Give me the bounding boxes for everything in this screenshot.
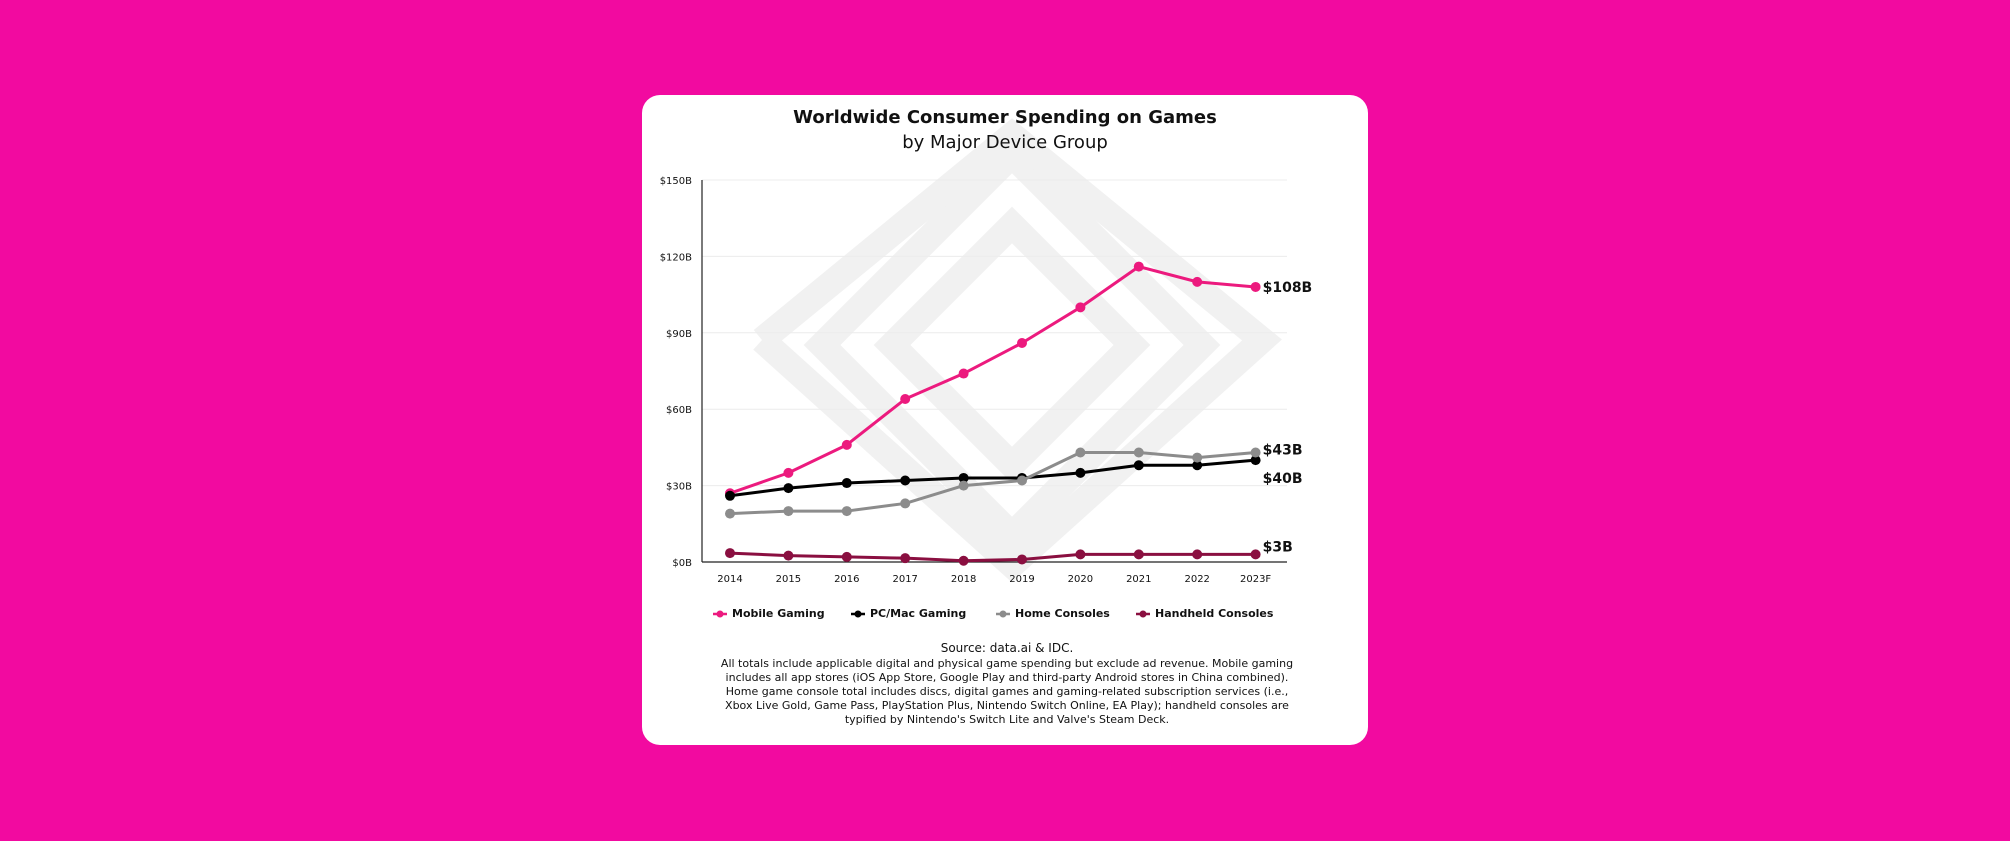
legend-label: PC/Mac Gaming xyxy=(870,607,967,620)
data-point xyxy=(958,368,969,379)
data-point xyxy=(1133,447,1144,458)
data-point xyxy=(725,508,735,519)
data-point xyxy=(958,555,969,566)
y-tick-label: $0B xyxy=(672,558,692,569)
x-tick-label: 2015 xyxy=(776,574,801,585)
data-point xyxy=(1192,452,1203,463)
y-tick-label: $120B xyxy=(660,252,692,263)
x-tick-label: 2014 xyxy=(717,574,742,585)
legend-label: Home Consoles xyxy=(1015,607,1110,620)
data-point xyxy=(1133,549,1144,560)
footnote: All totals include applicable digital an… xyxy=(720,657,1294,726)
data-point xyxy=(900,498,911,509)
data-point xyxy=(1250,455,1261,466)
data-point xyxy=(1250,281,1261,292)
data-point xyxy=(1250,549,1261,560)
series-line xyxy=(728,265,1258,495)
legend-swatch xyxy=(996,610,1010,617)
data-point xyxy=(1075,447,1086,458)
series-end-label: $43B xyxy=(1263,442,1303,458)
legend-swatch-dot xyxy=(1139,610,1147,617)
legend-swatch-dot xyxy=(999,610,1007,617)
data-point xyxy=(725,548,735,559)
data-point xyxy=(1017,337,1027,348)
y-tick-label: $150B xyxy=(660,176,692,187)
series-line xyxy=(728,458,1258,498)
data-point xyxy=(1075,467,1086,478)
series-line xyxy=(728,450,1258,516)
y-tick-label: $90B xyxy=(666,329,692,340)
data-point xyxy=(841,478,852,489)
legend-item: Handheld Consoles xyxy=(1135,607,1273,620)
x-tick-label: 2021 xyxy=(1126,574,1151,585)
data-point xyxy=(958,480,969,491)
series-end-label: $40B xyxy=(1263,471,1303,487)
y-tick-label: $30B xyxy=(666,482,692,493)
legend-swatch xyxy=(1136,610,1150,617)
data-point xyxy=(1075,549,1086,560)
data-point xyxy=(1192,549,1203,560)
data-point xyxy=(1133,261,1144,272)
data-point xyxy=(841,506,852,517)
legend-swatch-dot xyxy=(854,610,862,617)
data-point xyxy=(841,439,852,450)
legend-swatch-dot xyxy=(716,610,724,617)
x-tick-label: 2016 xyxy=(834,574,859,585)
watermark-logo xyxy=(753,118,1282,583)
source-note: Source: data.ai & IDC. xyxy=(940,641,1074,655)
chart-title: Worldwide Consumer Spending on Games xyxy=(793,107,1217,128)
data-point xyxy=(725,490,735,501)
legend-swatch xyxy=(713,610,727,617)
data-point xyxy=(1192,276,1203,287)
data-point xyxy=(783,483,794,494)
data-point xyxy=(1017,475,1027,486)
data-point xyxy=(1192,460,1203,471)
data-point xyxy=(900,553,911,564)
legend-item: PC/Mac Gaming xyxy=(850,607,966,620)
data-point xyxy=(1250,447,1261,458)
legend-label: Mobile Gaming xyxy=(732,607,825,620)
data-point xyxy=(783,550,794,561)
data-point xyxy=(783,506,794,517)
x-tick-label: 2022 xyxy=(1184,574,1209,585)
data-point xyxy=(841,551,852,562)
chart-card: Worldwide Consumer Spending on Games by … xyxy=(642,95,1368,745)
legend-label: Handheld Consoles xyxy=(1155,607,1274,620)
data-point xyxy=(1075,302,1086,313)
legend-item: Home Consoles xyxy=(995,607,1110,620)
data-point xyxy=(958,472,969,483)
series-line xyxy=(728,551,1258,563)
series-end-label: $108B xyxy=(1263,280,1313,296)
legend-swatch xyxy=(851,610,865,617)
y-tick-label: $60B xyxy=(666,405,692,416)
chart-subtitle: by Major Device Group xyxy=(902,132,1108,153)
data-point xyxy=(900,475,911,486)
data-point xyxy=(783,467,794,478)
data-point xyxy=(1133,460,1144,471)
legend-item: Mobile Gaming xyxy=(712,607,825,620)
x-tick-label: 2023F xyxy=(1240,574,1271,585)
series-end-label: $3B xyxy=(1263,539,1293,555)
x-tick-label: 2017 xyxy=(892,574,917,585)
data-point xyxy=(900,394,911,405)
x-tick-label: 2019 xyxy=(1009,574,1034,585)
x-tick-label: 2018 xyxy=(951,574,976,585)
line-chart: $0B $30B $60B $90B $120B $150B 2014 2015 2016 201… xyxy=(660,176,1313,585)
x-tick-label: 2020 xyxy=(1068,574,1093,585)
chart-legend: Mobile Gaming PC/Mac Gaming Home Consoles H… xyxy=(642,607,1368,629)
data-point xyxy=(1017,554,1027,565)
